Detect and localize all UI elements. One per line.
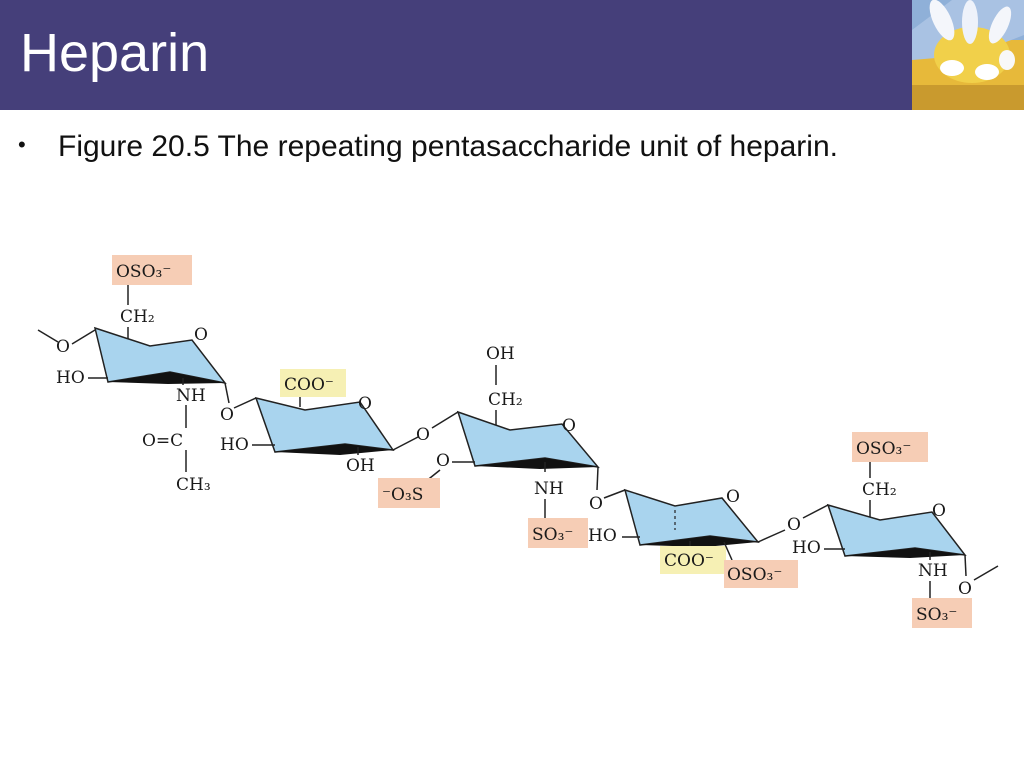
unit3-ch2-label: CH₂ bbox=[488, 390, 523, 410]
unit2-coo-label: COO⁻ bbox=[284, 375, 334, 395]
unit5-oso3-label: OSO₃⁻ bbox=[856, 439, 911, 459]
link-oxygen-4-5: O bbox=[787, 515, 801, 535]
heparin-structure-diagram: OSO₃⁻ CH₂ O O HO NH O=C CH₃ O COO⁻ O HO … bbox=[37, 255, 999, 628]
slide-title: Heparin bbox=[20, 23, 210, 83]
unit4-ho-label: HO bbox=[588, 526, 617, 546]
unit2-ring-oxygen: O bbox=[358, 394, 372, 414]
unit4-ring-oxygen: O bbox=[726, 487, 740, 507]
unit2-sugar-ring bbox=[254, 396, 395, 453]
unit3-oh-label: OH bbox=[486, 344, 515, 364]
unit3-sugar-ring bbox=[456, 410, 600, 469]
unit1-nh-label: NH bbox=[176, 386, 206, 406]
unit2-oh-label: OH bbox=[346, 456, 375, 476]
unit3-so3-label: SO₃⁻ bbox=[532, 525, 573, 545]
unit1-oso3-label: OSO₃⁻ bbox=[116, 262, 171, 282]
unit2-ho-label: HO bbox=[220, 435, 249, 455]
unit3-so3-box bbox=[528, 518, 588, 548]
unit5-so3-box bbox=[912, 598, 972, 628]
unit5-so3-label: SO₃⁻ bbox=[916, 605, 957, 625]
unit1-ho-label: HO bbox=[56, 368, 85, 388]
unit5-oso3-box bbox=[852, 432, 928, 462]
unit5-ring-oxygen: O bbox=[932, 501, 946, 521]
unit1-oso3-box bbox=[112, 255, 192, 285]
unit4-oso3-box bbox=[724, 560, 798, 588]
unit4-oso3-label: OSO₃⁻ bbox=[727, 565, 782, 585]
unit4-coo-box bbox=[660, 546, 726, 574]
bullet-dot-icon: • bbox=[18, 132, 26, 157]
unit2-coo-box bbox=[280, 369, 346, 397]
bullet-item: • Figure 20.5 The repeating pentasacchari… bbox=[18, 130, 838, 164]
unit1-carbonyl-label: O=C bbox=[142, 431, 183, 451]
unit1-link-oxygen: O bbox=[56, 337, 70, 357]
unit4-coo-label: COO⁻ bbox=[664, 551, 714, 571]
flower-image bbox=[912, 0, 1024, 110]
unit5-ho-label: HO bbox=[792, 538, 821, 558]
unit1-ch3-label: CH₃ bbox=[176, 475, 211, 495]
unit5-link-oxygen: O bbox=[958, 579, 972, 599]
unit5-nh-label: NH bbox=[918, 561, 948, 581]
unit1-ch2-label: CH₂ bbox=[120, 307, 155, 327]
link-oxygen-2-3: O bbox=[416, 425, 430, 445]
unit3-o-sulfate-oxygen: O bbox=[436, 451, 450, 471]
unit5-ch2-label: CH₂ bbox=[862, 480, 897, 500]
unit3-nh-label: NH bbox=[534, 479, 564, 499]
unit2-o3s-box bbox=[378, 478, 440, 508]
title-bar: Heparin bbox=[0, 0, 1024, 110]
unit3-ring-oxygen: O bbox=[562, 416, 576, 436]
link-oxygen-3-4: O bbox=[589, 494, 603, 514]
link-oxygen-1-2: O bbox=[220, 405, 234, 425]
bullet-text: Figure 20.5 The repeating pentasaccharid… bbox=[58, 130, 838, 163]
unit1-ring-oxygen: O bbox=[194, 325, 208, 345]
unit2-o3s-label: ⁻O₃S bbox=[382, 485, 423, 505]
